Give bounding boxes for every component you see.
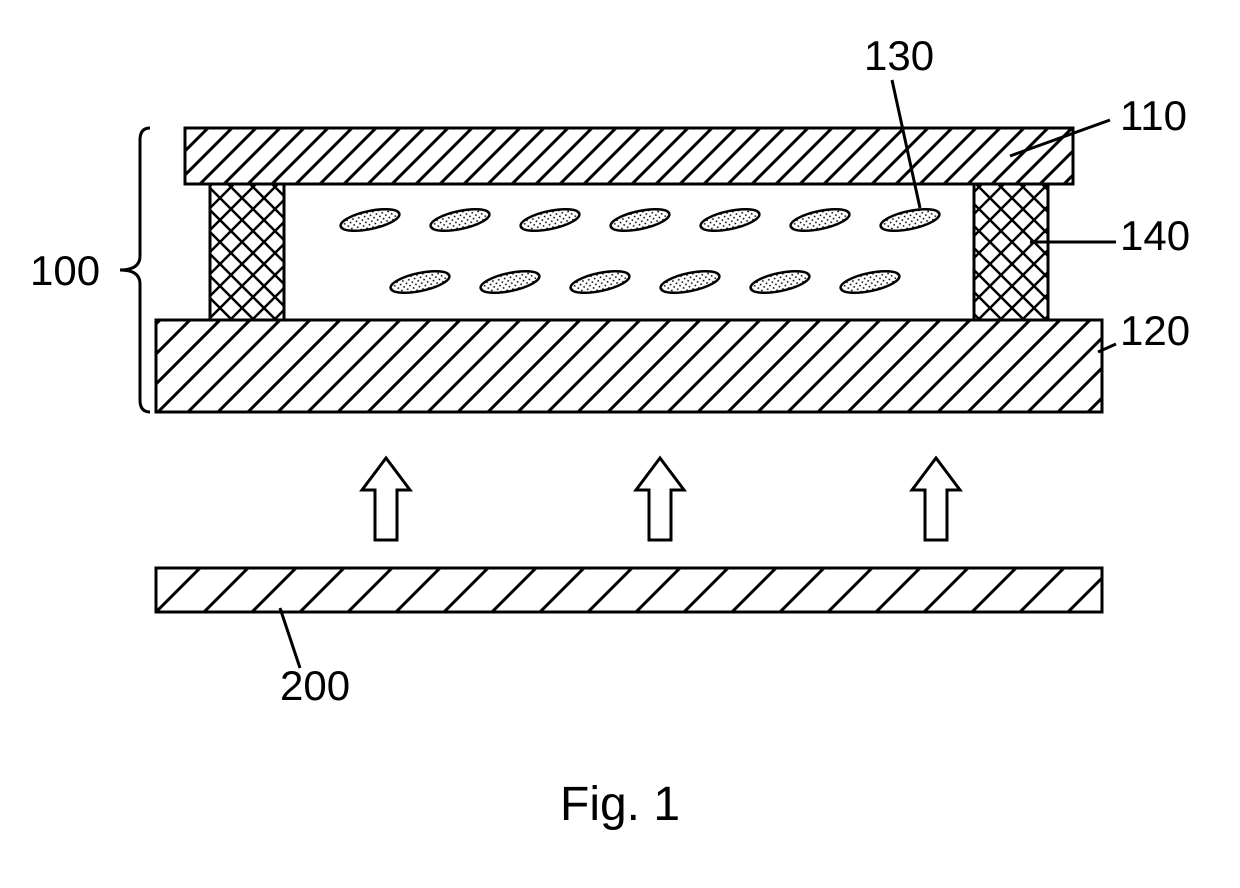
lc-ellipse xyxy=(389,267,451,297)
figure-canvas: 100 110 140 130 120 200 Fig. 1 xyxy=(0,0,1240,888)
lc-ellipse xyxy=(479,267,541,297)
lc-ellipse xyxy=(339,205,401,235)
label-110: 110 xyxy=(1120,92,1187,139)
lc-ellipse xyxy=(569,267,631,297)
label-130: 130 xyxy=(864,32,934,79)
label-120: 120 xyxy=(1120,307,1190,354)
lc-ellipse xyxy=(879,205,941,235)
label-140: 140 xyxy=(1120,212,1190,259)
light-arrow xyxy=(362,458,410,540)
assembly-brace xyxy=(120,128,150,412)
label-200: 200 xyxy=(280,662,350,709)
lc-ellipse xyxy=(429,205,491,235)
light-arrow xyxy=(912,458,960,540)
label-100: 100 xyxy=(30,247,100,294)
lc-ellipse xyxy=(749,267,811,297)
lc-ellipse xyxy=(519,205,581,235)
lc-ellipse xyxy=(609,205,671,235)
lc-ellipse xyxy=(699,205,761,235)
lc-ellipse xyxy=(659,267,721,297)
figure-caption: Fig. 1 xyxy=(560,778,680,831)
lc-ellipse xyxy=(839,267,901,297)
lc-ellipse xyxy=(789,205,851,235)
light-arrow xyxy=(636,458,684,540)
